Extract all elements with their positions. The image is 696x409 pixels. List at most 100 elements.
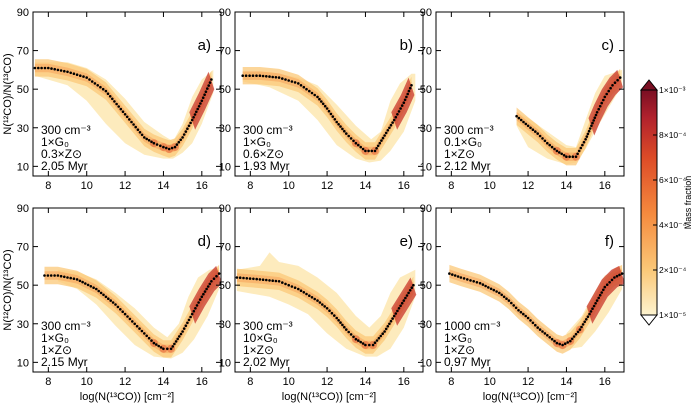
median-point [123, 113, 127, 116]
median-point [347, 330, 351, 334]
panel-param: 0.6×Z⊙ [243, 147, 284, 161]
median-point [408, 86, 412, 90]
median-point [197, 301, 200, 304]
median-point [529, 319, 532, 322]
median-point [397, 307, 401, 310]
median-point [462, 277, 466, 280]
panel-c: 10 30 50 70 90 8 10 12 14 16 c) 300 cm⁻³0.1×G₀1×Z⊙2… [420, 7, 625, 192]
median-point [359, 145, 363, 149]
y-tick-label: 30 [420, 319, 432, 331]
median-point [584, 138, 587, 141]
median-point [587, 129, 591, 133]
median-point [321, 303, 324, 306]
median-point [406, 92, 410, 96]
x-tick-label: 16 [398, 180, 410, 192]
median-point [381, 136, 385, 140]
median-point [400, 301, 404, 305]
median-point [349, 333, 353, 336]
panel-param: 1000 cm⁻³ [444, 319, 500, 333]
median-point [329, 112, 333, 116]
median-point [386, 325, 390, 328]
x-tick-label: 14 [359, 180, 371, 192]
colorbar-tick-label: 6×10⁻⁴ [659, 175, 687, 185]
median-point [93, 82, 97, 85]
colorbar-tick-label: 8×10⁻⁴ [659, 130, 687, 140]
median-point [373, 149, 377, 153]
median-point [574, 332, 578, 336]
median-point [519, 118, 523, 122]
median-point [50, 67, 53, 70]
median-point [498, 291, 501, 295]
median-point [558, 151, 561, 154]
median-point [538, 134, 542, 138]
median-point [377, 336, 381, 340]
median-point [389, 319, 393, 323]
median-point [553, 339, 556, 343]
density-cloud [449, 264, 624, 354]
x-tick-label: 10 [283, 180, 295, 192]
median-point [162, 145, 165, 149]
median-point [562, 154, 566, 157]
panel-letter: e) [400, 233, 413, 250]
median-point [131, 320, 134, 323]
median-point [293, 286, 297, 290]
median-point [524, 122, 528, 126]
median-point [47, 66, 50, 70]
median-point [400, 104, 404, 107]
colorbar-tick-label: 1×10⁻³ [659, 85, 686, 95]
panel-param: 1×Z⊙ [41, 343, 72, 357]
median-point [591, 121, 594, 125]
colorbar-title: Mass fraction [683, 176, 693, 230]
median-point [569, 339, 572, 343]
panel-param: 1×G₀ [243, 135, 271, 149]
median-point [203, 93, 206, 96]
median-point [320, 100, 323, 103]
panel-param: 2.05 Myr [41, 159, 88, 173]
median-point [248, 74, 251, 77]
median-point [410, 84, 413, 87]
median-point [383, 330, 386, 333]
median-point [255, 277, 258, 281]
median-point [108, 95, 112, 98]
median-point [72, 277, 76, 281]
median-point [586, 315, 590, 319]
panel-param: 1×Z⊙ [243, 343, 274, 357]
median-point [245, 277, 249, 280]
median-point [408, 289, 412, 292]
median-point [128, 317, 132, 321]
median-point [104, 295, 108, 299]
x-tick-label: 14 [157, 376, 169, 388]
x-tick-label: 16 [398, 376, 410, 388]
median-point [95, 287, 98, 291]
median-point [252, 277, 255, 281]
y-axis-label: N(¹²CO)/N(¹³CO) [2, 249, 14, 330]
median-point [290, 285, 294, 288]
median-point [206, 285, 210, 288]
median-point [190, 312, 194, 316]
panel-e: 10 30 50 70 90 8 10 12 14 16 e) 300 cm⁻³10×G₀1×Z⊙2.… [219, 203, 424, 403]
median-point [590, 124, 593, 128]
median-point [150, 140, 153, 144]
median-point [115, 102, 118, 106]
median-point [143, 332, 146, 335]
x-axis-label: log(N(¹³CO)) [cm⁻²] [483, 391, 577, 403]
median-point [126, 315, 129, 318]
median-point [138, 131, 142, 134]
median-point [81, 280, 84, 284]
median-point [407, 89, 411, 93]
median-point [102, 293, 105, 297]
density-core [44, 269, 220, 354]
median-point [510, 301, 513, 305]
x-tick-label: 12 [522, 180, 534, 192]
median-point [318, 97, 321, 101]
median-point [555, 341, 559, 345]
median-point [251, 74, 255, 77]
median-point [192, 309, 196, 313]
median-point [145, 334, 148, 338]
median-point [522, 312, 525, 316]
x-tick-label: 14 [560, 180, 572, 192]
median-point [136, 128, 140, 131]
median-point [59, 274, 63, 278]
median-point [187, 124, 191, 128]
